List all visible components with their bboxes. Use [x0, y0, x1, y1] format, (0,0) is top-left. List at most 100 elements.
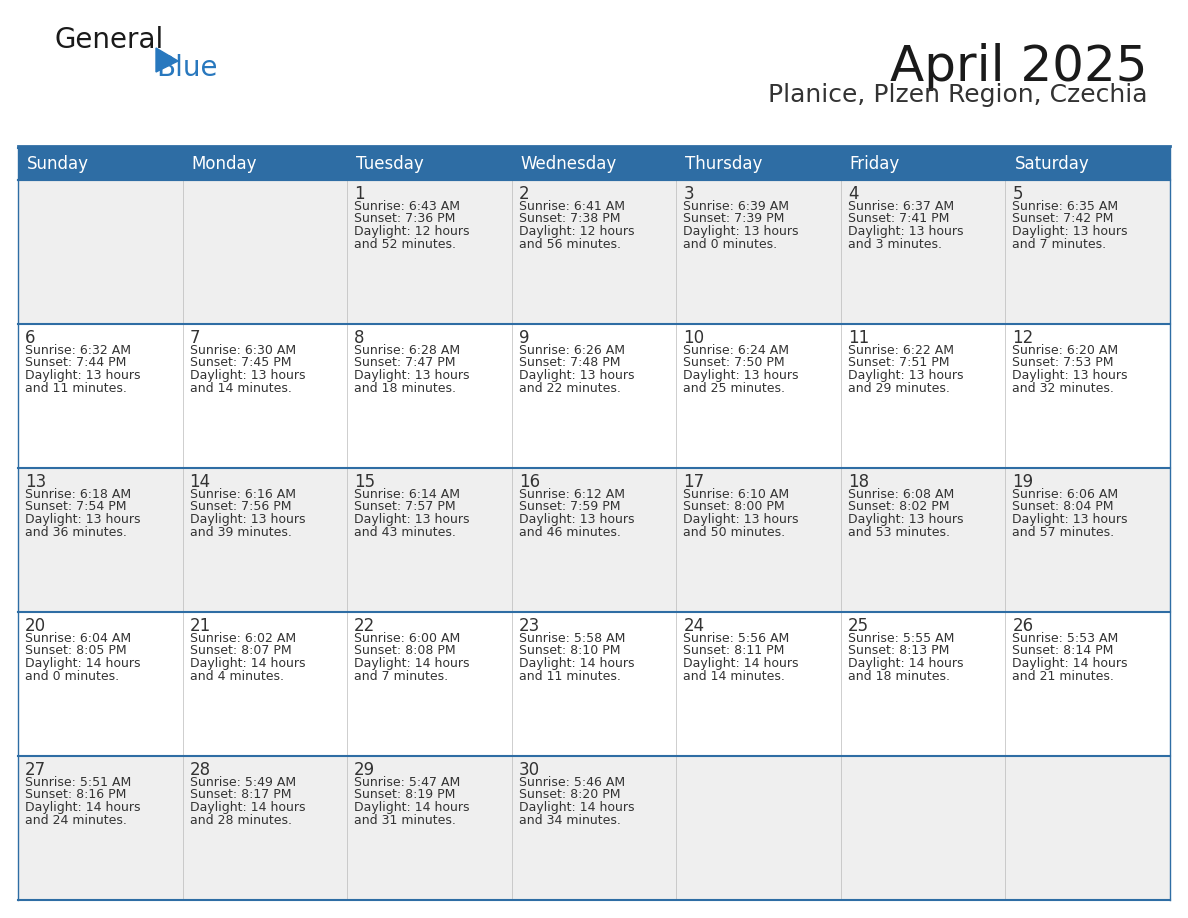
Text: Sunrise: 5:56 AM: Sunrise: 5:56 AM [683, 632, 790, 645]
Text: Thursday: Thursday [685, 155, 763, 173]
Text: and 14 minutes.: and 14 minutes. [190, 382, 291, 395]
Text: 9: 9 [519, 329, 529, 347]
Text: Sunset: 7:47 PM: Sunset: 7:47 PM [354, 356, 456, 370]
Text: 21: 21 [190, 617, 210, 635]
Bar [18, 468, 1170, 612]
Text: 24: 24 [683, 617, 704, 635]
Text: Sunset: 7:38 PM: Sunset: 7:38 PM [519, 212, 620, 226]
Text: Daylight: 12 hours: Daylight: 12 hours [519, 225, 634, 238]
Text: Sunset: 7:53 PM: Sunset: 7:53 PM [1012, 356, 1114, 370]
Text: Daylight: 13 hours: Daylight: 13 hours [848, 513, 963, 526]
Text: Daylight: 13 hours: Daylight: 13 hours [848, 369, 963, 382]
Text: and 31 minutes.: and 31 minutes. [354, 813, 456, 826]
Text: Sunset: 7:39 PM: Sunset: 7:39 PM [683, 212, 784, 226]
Text: Daylight: 14 hours: Daylight: 14 hours [683, 657, 798, 670]
Text: Sunset: 7:36 PM: Sunset: 7:36 PM [354, 212, 455, 226]
Text: Daylight: 14 hours: Daylight: 14 hours [354, 801, 469, 814]
Text: 12: 12 [1012, 329, 1034, 347]
Text: Daylight: 13 hours: Daylight: 13 hours [354, 369, 469, 382]
Text: Sunrise: 6:35 AM: Sunrise: 6:35 AM [1012, 200, 1119, 213]
Text: Sunday: Sunday [27, 155, 89, 173]
Text: Sunset: 8:17 PM: Sunset: 8:17 PM [190, 789, 291, 801]
Text: and 36 minutes.: and 36 minutes. [25, 525, 127, 539]
Text: Daylight: 14 hours: Daylight: 14 hours [25, 657, 140, 670]
Text: 26: 26 [1012, 617, 1034, 635]
Text: and 24 minutes.: and 24 minutes. [25, 813, 127, 826]
Text: Sunset: 8:02 PM: Sunset: 8:02 PM [848, 500, 949, 513]
Polygon shape [156, 48, 178, 72]
Text: Sunrise: 6:20 AM: Sunrise: 6:20 AM [1012, 344, 1119, 357]
Text: Daylight: 13 hours: Daylight: 13 hours [683, 513, 798, 526]
Text: and 3 minutes.: and 3 minutes. [848, 238, 942, 251]
Text: and 29 minutes.: and 29 minutes. [848, 382, 949, 395]
Text: Sunset: 8:08 PM: Sunset: 8:08 PM [354, 644, 456, 657]
Text: Friday: Friday [849, 155, 901, 173]
Text: and 56 minutes.: and 56 minutes. [519, 238, 620, 251]
Text: 18: 18 [848, 473, 868, 491]
Text: Sunset: 8:19 PM: Sunset: 8:19 PM [354, 789, 455, 801]
Text: Sunset: 7:51 PM: Sunset: 7:51 PM [848, 356, 949, 370]
Text: Sunset: 8:20 PM: Sunset: 8:20 PM [519, 789, 620, 801]
Text: and 18 minutes.: and 18 minutes. [848, 669, 950, 682]
Text: Sunset: 8:14 PM: Sunset: 8:14 PM [1012, 644, 1114, 657]
Text: and 4 minutes.: and 4 minutes. [190, 669, 284, 682]
Text: and 11 minutes.: and 11 minutes. [25, 382, 127, 395]
Text: 25: 25 [848, 617, 868, 635]
Text: Daylight: 13 hours: Daylight: 13 hours [519, 369, 634, 382]
Text: 23: 23 [519, 617, 541, 635]
Text: Sunrise: 5:47 AM: Sunrise: 5:47 AM [354, 776, 461, 789]
Text: Daylight: 14 hours: Daylight: 14 hours [190, 801, 305, 814]
Text: and 39 minutes.: and 39 minutes. [190, 525, 291, 539]
Text: Sunset: 7:59 PM: Sunset: 7:59 PM [519, 500, 620, 513]
Text: Sunset: 7:42 PM: Sunset: 7:42 PM [1012, 212, 1114, 226]
Text: 16: 16 [519, 473, 539, 491]
Text: Daylight: 14 hours: Daylight: 14 hours [25, 801, 140, 814]
Text: Sunrise: 5:55 AM: Sunrise: 5:55 AM [848, 632, 954, 645]
Text: and 25 minutes.: and 25 minutes. [683, 382, 785, 395]
Text: and 14 minutes.: and 14 minutes. [683, 669, 785, 682]
Text: 14: 14 [190, 473, 210, 491]
Text: 29: 29 [354, 761, 375, 779]
Text: Sunrise: 6:26 AM: Sunrise: 6:26 AM [519, 344, 625, 357]
Text: Saturday: Saturday [1015, 155, 1089, 173]
Text: 22: 22 [354, 617, 375, 635]
Text: Sunrise: 6:04 AM: Sunrise: 6:04 AM [25, 632, 131, 645]
Text: 5: 5 [1012, 185, 1023, 203]
Text: Sunrise: 6:41 AM: Sunrise: 6:41 AM [519, 200, 625, 213]
Text: Daylight: 14 hours: Daylight: 14 hours [519, 801, 634, 814]
Text: Blue: Blue [156, 54, 217, 82]
Text: Sunrise: 6:10 AM: Sunrise: 6:10 AM [683, 488, 789, 501]
Bar [18, 180, 1170, 324]
Text: and 7 minutes.: and 7 minutes. [354, 669, 448, 682]
Text: Sunset: 7:48 PM: Sunset: 7:48 PM [519, 356, 620, 370]
Text: Daylight: 14 hours: Daylight: 14 hours [848, 657, 963, 670]
Text: Daylight: 13 hours: Daylight: 13 hours [519, 513, 634, 526]
Text: Sunrise: 6:37 AM: Sunrise: 6:37 AM [848, 200, 954, 213]
Text: April 2025: April 2025 [891, 43, 1148, 91]
Text: Sunrise: 6:14 AM: Sunrise: 6:14 AM [354, 488, 460, 501]
Text: Daylight: 14 hours: Daylight: 14 hours [1012, 657, 1127, 670]
Text: 28: 28 [190, 761, 210, 779]
Text: and 34 minutes.: and 34 minutes. [519, 813, 620, 826]
Text: Sunrise: 5:51 AM: Sunrise: 5:51 AM [25, 776, 131, 789]
Text: Sunset: 7:57 PM: Sunset: 7:57 PM [354, 500, 456, 513]
Text: Sunrise: 6:30 AM: Sunrise: 6:30 AM [190, 344, 296, 357]
Text: 1: 1 [354, 185, 365, 203]
Text: Daylight: 14 hours: Daylight: 14 hours [190, 657, 305, 670]
Text: Daylight: 13 hours: Daylight: 13 hours [190, 513, 305, 526]
Text: 2: 2 [519, 185, 530, 203]
Text: 13: 13 [25, 473, 46, 491]
Text: Sunrise: 6:16 AM: Sunrise: 6:16 AM [190, 488, 296, 501]
Text: Sunset: 7:44 PM: Sunset: 7:44 PM [25, 356, 126, 370]
Text: Sunset: 8:13 PM: Sunset: 8:13 PM [848, 644, 949, 657]
Bar [18, 756, 1170, 900]
Text: 17: 17 [683, 473, 704, 491]
Text: Sunrise: 6:32 AM: Sunrise: 6:32 AM [25, 344, 131, 357]
Text: Sunset: 8:11 PM: Sunset: 8:11 PM [683, 644, 784, 657]
Text: Daylight: 13 hours: Daylight: 13 hours [354, 513, 469, 526]
Text: Sunrise: 6:12 AM: Sunrise: 6:12 AM [519, 488, 625, 501]
Text: Sunset: 8:10 PM: Sunset: 8:10 PM [519, 644, 620, 657]
Bar [18, 148, 1170, 180]
Text: and 32 minutes.: and 32 minutes. [1012, 382, 1114, 395]
Text: 7: 7 [190, 329, 200, 347]
